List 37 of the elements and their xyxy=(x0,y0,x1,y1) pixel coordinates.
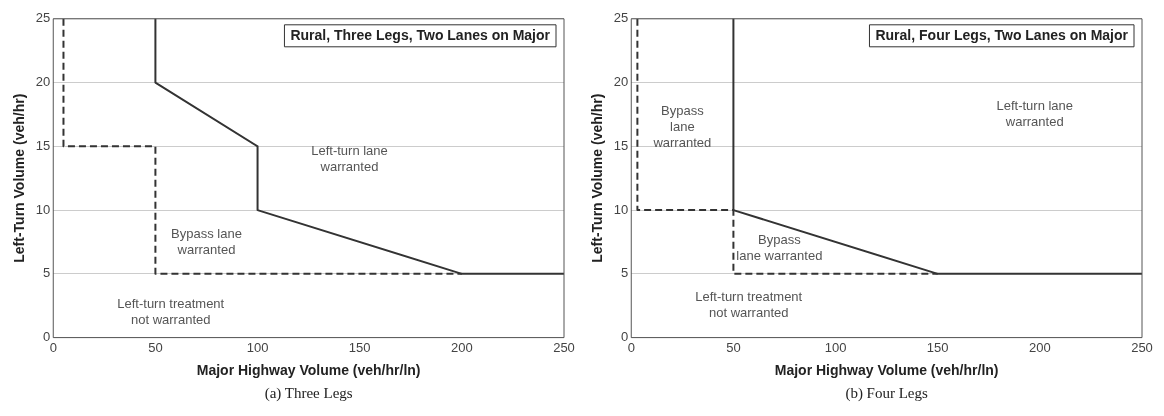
y-axis-title: Left-Turn Volume (veh/hr) xyxy=(11,93,28,263)
y-tick-label: 25 xyxy=(35,10,51,26)
y-tick-label: 10 xyxy=(613,201,629,217)
annotation: Bypass lane warranted xyxy=(736,231,823,263)
text: (b) Four Legs xyxy=(845,385,929,403)
y-tick-label: 5 xyxy=(43,265,51,281)
annotation: Left-turn lane warranted xyxy=(311,142,388,174)
y-tick-label: 25 xyxy=(613,10,629,26)
x-tick-label: 200 xyxy=(451,339,473,355)
y-tick-label: 20 xyxy=(35,74,51,90)
annotation: Left-turn treatment not warranted xyxy=(117,295,225,327)
annotation: Left-turn lane warranted xyxy=(996,98,1074,130)
y-tick-label: 5 xyxy=(621,265,629,281)
y-tick-label: 15 xyxy=(35,137,51,153)
x-tick-label: 100 xyxy=(246,339,269,355)
annotation: Left-turn treatment not warranted xyxy=(695,289,803,321)
y-tick-label: 10 xyxy=(35,201,51,217)
text: Rural, Four Legs, Two Lanes on Major xyxy=(875,26,1129,43)
x-tick-label: 250 xyxy=(1131,339,1153,355)
annotation: Bypass lane warranted xyxy=(652,102,712,150)
y-tick-label: 15 xyxy=(613,137,629,153)
y-tick-label: 20 xyxy=(613,74,629,90)
text: (a) Three Legs xyxy=(264,385,353,403)
x-tick-label: 50 xyxy=(726,339,741,355)
x-tick-label: 250 xyxy=(553,339,575,355)
x-tick-label: 150 xyxy=(926,339,949,355)
x-axis-title: Major Highway Volume (veh/hr/ln) xyxy=(196,362,421,379)
y-tick-label: 0 xyxy=(43,329,51,345)
x-tick-label: 200 xyxy=(1029,339,1051,355)
text: Rural, Three Legs, Two Lanes on Major xyxy=(290,26,551,43)
y-tick-label: 0 xyxy=(621,329,629,345)
x-axis-title: Major Highway Volume (veh/hr/ln) xyxy=(774,362,999,379)
y-axis-title: Left-Turn Volume (veh/hr) xyxy=(589,93,606,263)
annotation: Bypass lane warranted xyxy=(171,225,242,257)
x-tick-label: 50 xyxy=(148,339,163,355)
x-tick-label: 150 xyxy=(348,339,371,355)
x-tick-label: 100 xyxy=(824,339,847,355)
